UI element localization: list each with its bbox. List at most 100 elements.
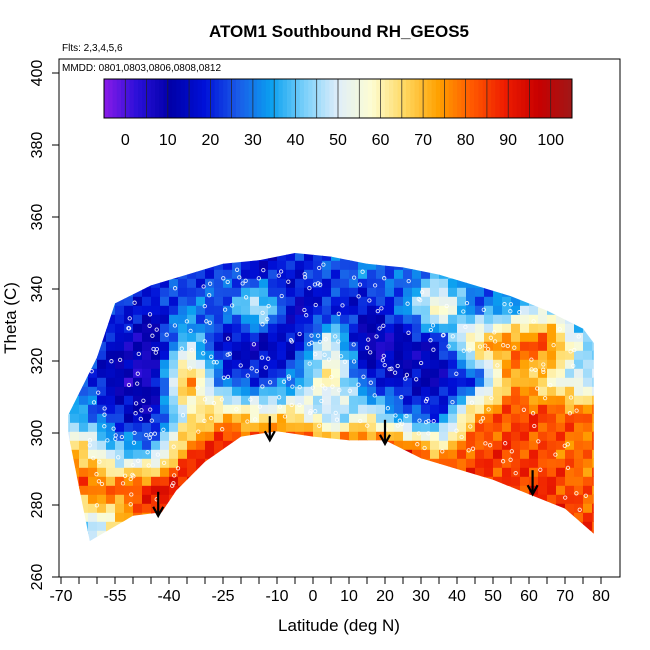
rh-cell <box>88 404 98 414</box>
rh-cell <box>286 476 296 486</box>
rh-cell <box>169 503 179 513</box>
rh-cell <box>196 431 206 441</box>
rh-cell <box>79 404 89 414</box>
rh-cell <box>421 449 431 459</box>
rh-cell <box>520 314 530 324</box>
rh-cell <box>250 377 260 387</box>
rh-cell <box>79 242 89 252</box>
rh-cell <box>457 296 467 306</box>
rh-cell <box>475 323 485 333</box>
rh-cell <box>178 521 188 531</box>
rh-cell <box>367 404 377 414</box>
rh-cell <box>151 539 161 541</box>
rh-cell <box>79 440 89 450</box>
rh-cell <box>295 476 305 486</box>
observation-dot <box>313 302 318 308</box>
colorbar-swatch <box>503 79 509 118</box>
rh-cell <box>241 323 251 333</box>
rh-cell <box>565 323 575 333</box>
rh-cell <box>583 253 593 261</box>
rh-cell <box>529 494 539 504</box>
rh-cell <box>331 359 341 369</box>
rh-cell <box>331 467 341 477</box>
observation-dot <box>211 400 217 406</box>
rh-cell <box>376 476 386 486</box>
rh-cell <box>448 503 458 513</box>
rh-cell <box>502 368 512 378</box>
rh-cell <box>538 539 548 541</box>
rh-cell <box>448 476 458 486</box>
rh-cell <box>538 458 548 468</box>
rh-cell <box>547 449 557 459</box>
observation-dot <box>89 369 94 374</box>
rh-cell <box>124 404 134 414</box>
observation-dot <box>310 385 315 390</box>
rh-cell <box>196 323 206 333</box>
rh-cell <box>349 350 359 360</box>
rh-cell <box>367 530 377 540</box>
rh-cell <box>295 539 305 541</box>
rh-cell <box>88 395 98 405</box>
rh-cell <box>124 512 134 522</box>
rh-cell <box>178 278 188 288</box>
rh-cell <box>547 458 557 468</box>
observation-dot <box>120 481 126 486</box>
observation-dot <box>529 367 534 372</box>
rh-cell <box>430 431 440 441</box>
rh-cell <box>178 485 188 495</box>
rh-cell <box>412 332 422 342</box>
rh-cell <box>529 305 539 315</box>
observation-dot <box>572 347 577 353</box>
rh-cell <box>68 449 71 459</box>
rh-cell <box>367 278 377 288</box>
rh-cell <box>493 422 503 432</box>
rh-cell <box>286 359 296 369</box>
rh-cell <box>466 413 476 423</box>
rh-cell <box>538 395 548 405</box>
rh-cell <box>295 485 305 495</box>
rh-cell <box>70 269 80 279</box>
observation-dot <box>483 343 488 348</box>
rh-cell <box>133 341 143 351</box>
rh-cell <box>412 494 422 504</box>
rh-cell <box>385 503 395 513</box>
observation-dot <box>289 339 294 344</box>
observation-dot <box>565 465 571 471</box>
rh-cell <box>97 350 107 360</box>
rh-cell <box>232 395 242 405</box>
rh-cell <box>547 530 557 540</box>
observation-dot <box>454 371 459 376</box>
rh-cell <box>493 350 503 360</box>
rh-cell <box>367 296 377 306</box>
rh-cell <box>502 530 512 540</box>
rh-cell <box>367 485 377 495</box>
colorbar-swatch <box>554 79 560 118</box>
rh-cell <box>250 386 260 396</box>
rh-cell <box>448 323 458 333</box>
rh-cell <box>196 314 206 324</box>
colorbar-swatch <box>291 79 296 118</box>
rh-cell <box>304 377 314 387</box>
rh-cell <box>502 512 512 522</box>
rh-cell <box>70 253 80 261</box>
rh-cell <box>304 503 314 513</box>
rh-cell <box>430 530 440 540</box>
rh-cell <box>430 359 440 369</box>
rh-cell <box>475 512 485 522</box>
rh-cell <box>205 260 215 270</box>
rh-cell <box>151 242 161 252</box>
rh-cell <box>79 287 89 297</box>
observation-dot <box>251 342 257 347</box>
colorbar-swatch <box>342 79 347 118</box>
rh-cell <box>115 449 125 459</box>
rh-cell <box>466 485 476 495</box>
rh-cell <box>394 521 404 531</box>
rh-cell <box>376 386 386 396</box>
rh-cell <box>70 314 80 324</box>
rh-cell <box>430 521 440 531</box>
observation-dot <box>245 419 250 424</box>
rh-cell <box>205 253 215 261</box>
observation-dot <box>385 406 391 411</box>
rh-cell <box>592 377 594 387</box>
rh-cell <box>259 341 269 351</box>
